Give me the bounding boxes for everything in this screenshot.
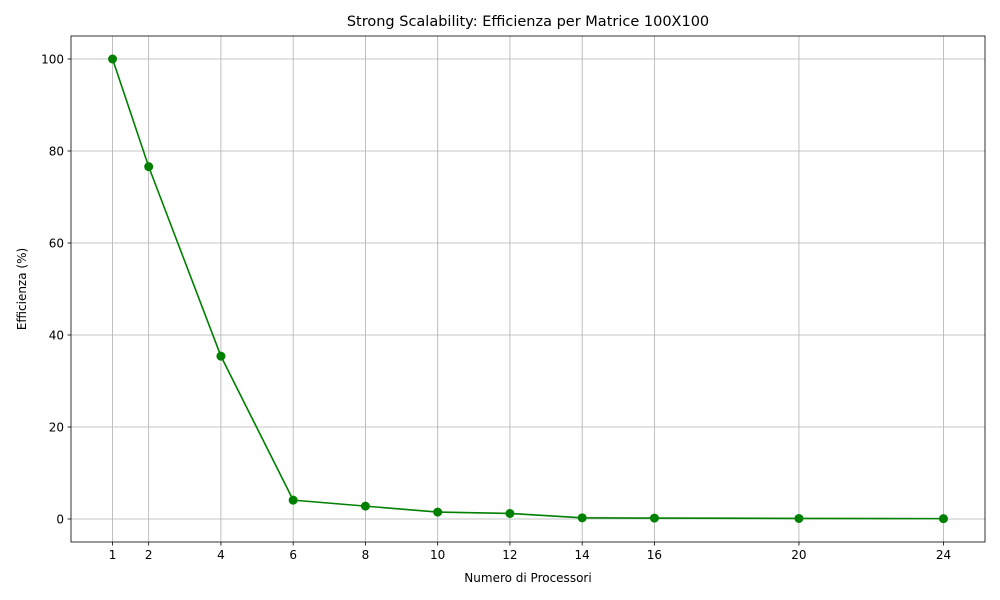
- y-axis-label: Efficienza (%): [15, 248, 29, 330]
- x-tick-label: 14: [575, 548, 590, 562]
- y-tick-label: 100: [41, 52, 64, 66]
- x-tick-label: 16: [647, 548, 662, 562]
- x-tick-label: 8: [362, 548, 370, 562]
- y-tick-label: 80: [49, 144, 64, 158]
- data-point: [216, 351, 226, 361]
- x-tick-label: 12: [502, 548, 517, 562]
- series-layer: [108, 54, 948, 524]
- data-point: [649, 513, 659, 523]
- x-tick-label: 2: [145, 548, 153, 562]
- x-axis-label: Numero di Processori: [464, 571, 591, 585]
- data-point: [288, 495, 298, 505]
- data-point: [938, 514, 948, 524]
- x-tick-label: 4: [217, 548, 225, 562]
- data-point: [108, 54, 118, 64]
- y-tick-label: 40: [49, 328, 64, 342]
- y-tick-label: 60: [49, 236, 64, 250]
- x-tick-label: 20: [791, 548, 806, 562]
- chart-title: Strong Scalability: Efficienza per Matri…: [347, 14, 709, 30]
- y-tick-label: 20: [49, 420, 64, 434]
- data-point: [577, 513, 587, 523]
- x-tick-label: 24: [936, 548, 951, 562]
- data-point: [360, 501, 370, 511]
- plot-frame: [70, 35, 986, 543]
- x-tick-label: 1: [109, 548, 117, 562]
- data-point: [505, 508, 515, 518]
- data-point: [144, 162, 154, 172]
- x-tick-label: 6: [289, 548, 297, 562]
- data-point: [794, 513, 804, 523]
- x-tick-label: 10: [430, 548, 445, 562]
- data-point: [433, 507, 443, 517]
- y-tick-label: 0: [56, 512, 64, 526]
- grid: [71, 36, 985, 542]
